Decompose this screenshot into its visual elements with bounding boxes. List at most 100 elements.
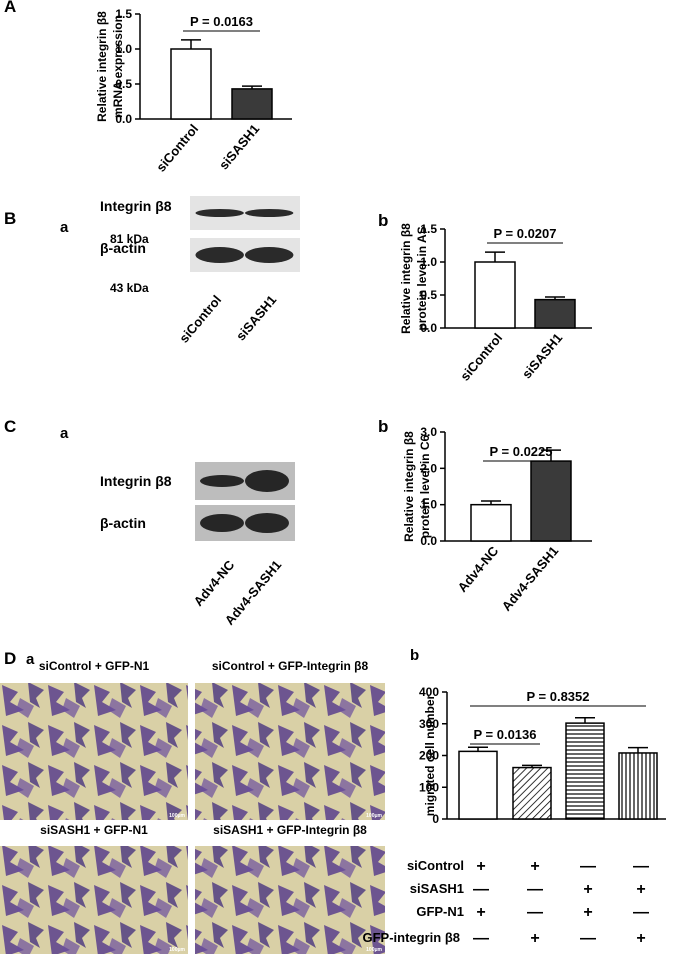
p-value: P = 0.0225 [489,444,552,459]
condition-mark: + [636,930,645,947]
scale-label: 100μm [169,947,185,953]
p-value: P = 0.0207 [493,226,556,241]
band-size: 43 kDa [110,281,149,295]
condition-mark: — [580,930,596,947]
blot-band [245,470,289,492]
y-tick-label: 1.5 [115,7,132,21]
x-tick-label: siSASH1 [519,330,565,381]
y-tick-label: 0 [432,812,439,826]
bar [565,722,605,820]
condition-mark: — [633,858,649,875]
y-axis-label: migrated cell number [423,694,437,816]
micrograph [0,846,188,954]
bar [231,88,273,120]
y-tick-label: 3.0 [420,425,437,439]
lane-label: siControl [176,292,224,345]
condition-mark: + [583,904,592,921]
y-axis-label: Relative integrin β8 [402,431,416,542]
scale-label: 100μm [169,813,185,819]
band-name: Integrin β8 [100,473,172,489]
blot-band [245,209,294,217]
band-size: 81 kDa [110,232,149,246]
micrograph-title: siControl + GFP-N1 [39,659,150,673]
micrograph [195,846,385,954]
micrograph [0,683,188,820]
x-tick-label: Adv4-NC [455,543,502,595]
bar [534,298,576,329]
lane-label: Adv4-NC [191,557,238,609]
panel-label: a [60,219,69,236]
y-tick-label: 0.5 [420,288,437,302]
condition-label: siSASH1 [410,881,464,896]
band-name: Integrin β8 [100,198,172,214]
y-tick-label: 0.0 [115,112,132,126]
bar [474,261,516,329]
scale-label: 100μm [366,813,382,819]
y-tick-label: 200 [419,749,439,763]
condition-label: GFP-integrin β8 [363,930,461,945]
panel-label: B [4,209,16,228]
band-name: β-actin [100,515,146,531]
y-tick-label: 2.0 [420,461,437,475]
y-tick-label: 1.5 [420,222,437,236]
condition-mark: + [530,930,539,947]
blot-band [245,513,289,533]
y-tick-label: 1.0 [115,42,132,56]
panel-label: b [410,647,419,664]
lane-label: siSASH1 [233,292,279,343]
y-tick-label: 100 [419,780,439,794]
y-axis-label: mRNA expression [111,15,125,118]
condition-label: siControl [407,858,464,873]
condition-mark: — [633,904,649,921]
bar [618,752,658,820]
y-axis-label: Relative integrin β8 [95,11,109,122]
condition-mark: — [527,904,543,921]
bar [458,750,498,820]
x-tick-label: siControl [457,330,505,383]
y-tick-label: 1.0 [420,255,437,269]
condition-label: GFP-N1 [416,904,464,919]
y-tick-label: 0.0 [420,534,437,548]
blot-band [195,247,244,263]
panel-label: D [4,649,16,668]
y-tick-label: 0.5 [115,77,132,91]
micrograph [195,683,385,820]
condition-mark: + [476,858,485,875]
y-axis-label: protein level in AS [415,226,429,330]
micrograph-title: siSASH1 + GFP-N1 [40,823,148,837]
panel-label: a [26,651,35,668]
blot-band [200,514,244,532]
y-tick-label: 400 [419,685,439,699]
panel-label: b [378,417,388,436]
bar [170,48,212,120]
y-tick-label: 1.0 [420,498,437,512]
y-tick-label: 0.0 [420,321,437,335]
micrograph-title: siSASH1 + GFP-Integrin β8 [213,823,367,837]
p-value: P = 0.0163 [190,14,253,29]
condition-mark: — [473,881,489,898]
p-value: P = 0.8352 [526,689,589,704]
scale-label: 100μm [366,947,382,953]
condition-mark: — [527,881,543,898]
p-value: P = 0.0136 [473,727,536,742]
bar [512,766,552,820]
y-axis-label: protein level in C6 [418,434,432,538]
bar [530,460,572,542]
micrograph-title: siControl + GFP-Integrin β8 [212,659,369,673]
bar [470,503,512,542]
x-tick-label: siControl [153,121,201,174]
y-axis-label: Relative integrin β8 [399,223,413,334]
condition-mark: — [580,858,596,875]
panel-label: b [378,211,388,230]
condition-mark: + [476,904,485,921]
blot-band [245,247,294,263]
condition-mark: + [530,858,539,875]
condition-mark: — [473,930,489,947]
band-name: β-actin [100,240,146,256]
panel-label: A [4,0,16,16]
condition-mark: + [583,881,592,898]
blot-band [200,475,244,487]
panel-label: C [4,417,16,436]
x-tick-label: Adv4-SASH1 [499,543,562,614]
